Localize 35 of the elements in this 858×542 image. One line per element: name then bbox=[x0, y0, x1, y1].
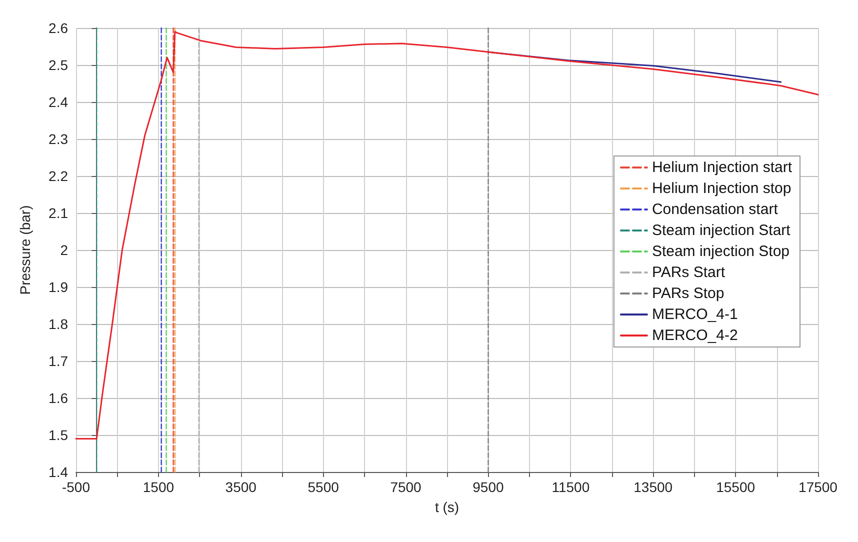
x-tick-label: 1500 bbox=[142, 479, 174, 495]
y-tick-label: 2.2 bbox=[48, 168, 68, 184]
y-tick-label: 1.8 bbox=[48, 316, 68, 332]
legend-label: Steam injection Stop bbox=[652, 243, 790, 260]
legend-label: MERCO_4-2 bbox=[652, 327, 738, 344]
y-axis-title: Pressure (bar) bbox=[17, 205, 33, 295]
y-tick-label: 2.6 bbox=[48, 20, 68, 36]
x-tick-label: 13500 bbox=[634, 479, 673, 495]
x-tick-label: 5500 bbox=[308, 479, 340, 495]
legend-label: Steam injection Start bbox=[652, 222, 792, 239]
y-tick-label: 1.9 bbox=[48, 279, 68, 295]
x-tick-label: 11500 bbox=[552, 479, 590, 495]
y-tick-label: 2.3 bbox=[48, 131, 68, 147]
x-tick-label: 3500 bbox=[225, 479, 257, 495]
y-tick-label: 1.6 bbox=[48, 390, 68, 406]
legend-label: MERCO_4-1 bbox=[652, 306, 738, 323]
legend-label: PARs Stop bbox=[652, 285, 724, 302]
line-series bbox=[75, 30, 819, 440]
legend-label: Helium Injection stop bbox=[652, 180, 792, 197]
legend-label: Helium Injection start bbox=[652, 159, 793, 176]
y-tick-label: 2.4 bbox=[48, 94, 68, 110]
legend-label: Condensation start bbox=[652, 201, 779, 218]
x-tick-label: 9500 bbox=[472, 479, 504, 495]
y-tick-label: 2.5 bbox=[48, 57, 68, 73]
x-tick-label: 17500 bbox=[798, 479, 838, 495]
y-tick-label: 1.4 bbox=[48, 464, 68, 480]
y-tick-label: 1.7 bbox=[48, 353, 68, 369]
x-tick-label: 15500 bbox=[716, 479, 756, 495]
y-tick-label: 2.1 bbox=[48, 205, 68, 221]
y-tick-label: 1.5 bbox=[48, 427, 68, 443]
x-tick-label: -500 bbox=[62, 479, 90, 495]
y-tick-label: 2 bbox=[60, 242, 68, 258]
legend-label: PARs Start bbox=[652, 264, 726, 281]
x-axis-title: t (s) bbox=[434, 499, 460, 515]
x-tick-label: 7500 bbox=[390, 479, 422, 495]
